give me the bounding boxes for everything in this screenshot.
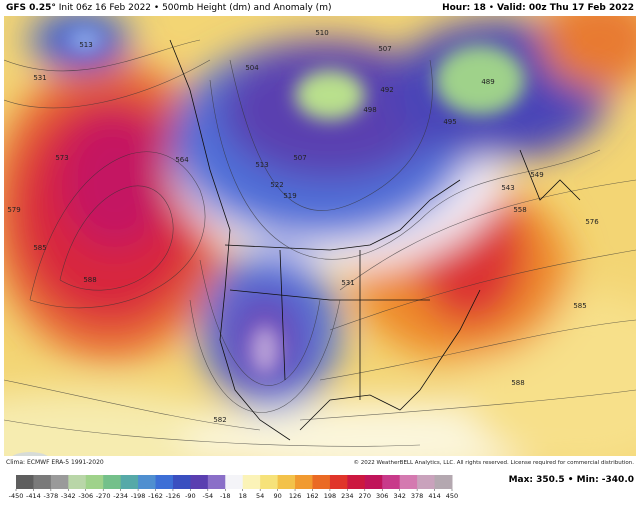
colorbar-swatch [85, 475, 104, 489]
colorbar-swatch [207, 475, 226, 489]
colorbar-label: 126 [289, 492, 301, 500]
colorbar-swatch [260, 475, 279, 489]
colorbar-swatch [103, 475, 122, 489]
colorbar-swatch [347, 475, 366, 489]
max-min: Max: 350.5 • Min: -340.0 [509, 475, 634, 485]
contour-label: 588 [511, 379, 524, 387]
colorbar-label: -378 [43, 492, 58, 500]
colorbar-swatch [138, 475, 157, 489]
contour-label: 576 [585, 218, 599, 226]
contour-label: 573 [55, 154, 68, 162]
colorbar-swatch [295, 475, 313, 489]
colorbar-swatch [155, 475, 174, 489]
colorbar-swatch [399, 475, 418, 489]
colorbar-label: 378 [411, 492, 423, 500]
colorbar-swatch [417, 475, 436, 489]
colorbar-swatch [434, 475, 453, 489]
colorbar-swatch [33, 475, 52, 489]
copyright: © 2022 WeatherBELL Analytics, LLC. All r… [354, 459, 635, 466]
colorbar-swatch [329, 475, 348, 489]
contour-label: 543 [501, 184, 514, 192]
colorbar-swatch [68, 475, 87, 489]
contour-label: 585 [573, 302, 586, 310]
colorbar-label: -54 [203, 492, 214, 500]
colorbar-label: -90 [185, 492, 196, 500]
contour-label: 549 [530, 171, 543, 179]
contour-label: 507 [378, 45, 391, 53]
map: 513 531 573 564 579 585 588 504 510 507 … [4, 16, 636, 456]
colorbar-label: 414 [428, 492, 440, 500]
contour-label: 513 [79, 41, 92, 49]
colorbar-label: 90 [273, 492, 281, 500]
subtitle: Init 06z 16 Feb 2022 • 500mb Height (dm)… [59, 3, 332, 13]
contour-label: 582 [213, 416, 226, 424]
colorbar-label: 270 [359, 492, 371, 500]
contour-label: 510 [315, 29, 328, 37]
contour-labels: 513 531 573 564 579 585 588 504 510 507 … [7, 29, 599, 424]
contour-label: 507 [293, 154, 306, 162]
hour: Hour: 18 [442, 3, 486, 13]
contour-label: 489 [481, 78, 494, 86]
colorbar-label: 450 [446, 492, 458, 500]
colorbar-swatch [242, 475, 261, 489]
contour-label: 558 [513, 206, 526, 214]
contour-label: 585 [33, 244, 46, 252]
contour-label: 564 [175, 156, 189, 164]
header-left: GFS 0.25° Init 06z 16 Feb 2022 • 500mb H… [6, 3, 331, 13]
contour-label: 522 [270, 181, 283, 189]
colorbar-label: -270 [96, 492, 111, 500]
colorbar-label: 342 [393, 492, 405, 500]
colorbar-label: -414 [26, 492, 41, 500]
colorbar-label: -198 [131, 492, 146, 500]
colorbar-label: 18 [239, 492, 247, 500]
contour-label: 531 [33, 74, 46, 82]
colorbar-label: 306 [376, 492, 388, 500]
colorbar-label: -18 [220, 492, 231, 500]
height-contours [4, 39, 636, 447]
logo [12, 452, 48, 456]
contour-label: 495 [443, 118, 456, 126]
climo: Clima: ECMWF ERA-5 1991-2020 [6, 459, 104, 466]
colorbar-label: 162 [306, 492, 318, 500]
colorbar-swatch [382, 475, 401, 489]
colorbar-label: -450 [9, 492, 24, 500]
contour-label: 579 [7, 206, 20, 214]
contour-label: 492 [380, 86, 393, 94]
contour-label: 531 [341, 279, 354, 287]
anomaly-cores [67, 28, 525, 375]
colorbar-swatch [364, 475, 383, 489]
colorbar-swatch [225, 475, 244, 489]
colorbar: -450 -414 -378 -342 -306 -270 -234 -198 -162 -126… [9, 475, 458, 500]
colorbar-label: -126 [166, 492, 181, 500]
colorbar-swatch [172, 475, 191, 489]
colorbar-swatch [312, 475, 331, 489]
valid: Valid: 00z Thu 17 Feb 2022 [497, 3, 634, 13]
colorbar-swatch [120, 475, 139, 489]
colorbar-swatch [277, 475, 296, 489]
colorbar-swatch [190, 475, 209, 489]
contour-label: 504 [245, 64, 259, 72]
colorbar-label: 54 [256, 492, 264, 500]
model: GFS 0.25° [6, 3, 56, 13]
contour-label: 498 [363, 106, 376, 114]
colorbar-swatch [50, 475, 69, 489]
colorbar-swatch [16, 475, 34, 489]
colorbar-label: -234 [113, 492, 128, 500]
colorbar-label: -306 [78, 492, 93, 500]
contour-label: 588 [83, 276, 96, 284]
colorbar-label: 198 [324, 492, 336, 500]
borders [169, 39, 581, 441]
colorbar-label: -342 [61, 492, 76, 500]
contour-label: 513 [255, 161, 268, 169]
colorbar-label: -162 [148, 492, 163, 500]
header-right: Hour: 18 • Valid: 00z Thu 17 Feb 2022 [442, 3, 634, 13]
contour-label: 519 [283, 192, 296, 200]
colorbar-label: 234 [341, 492, 353, 500]
